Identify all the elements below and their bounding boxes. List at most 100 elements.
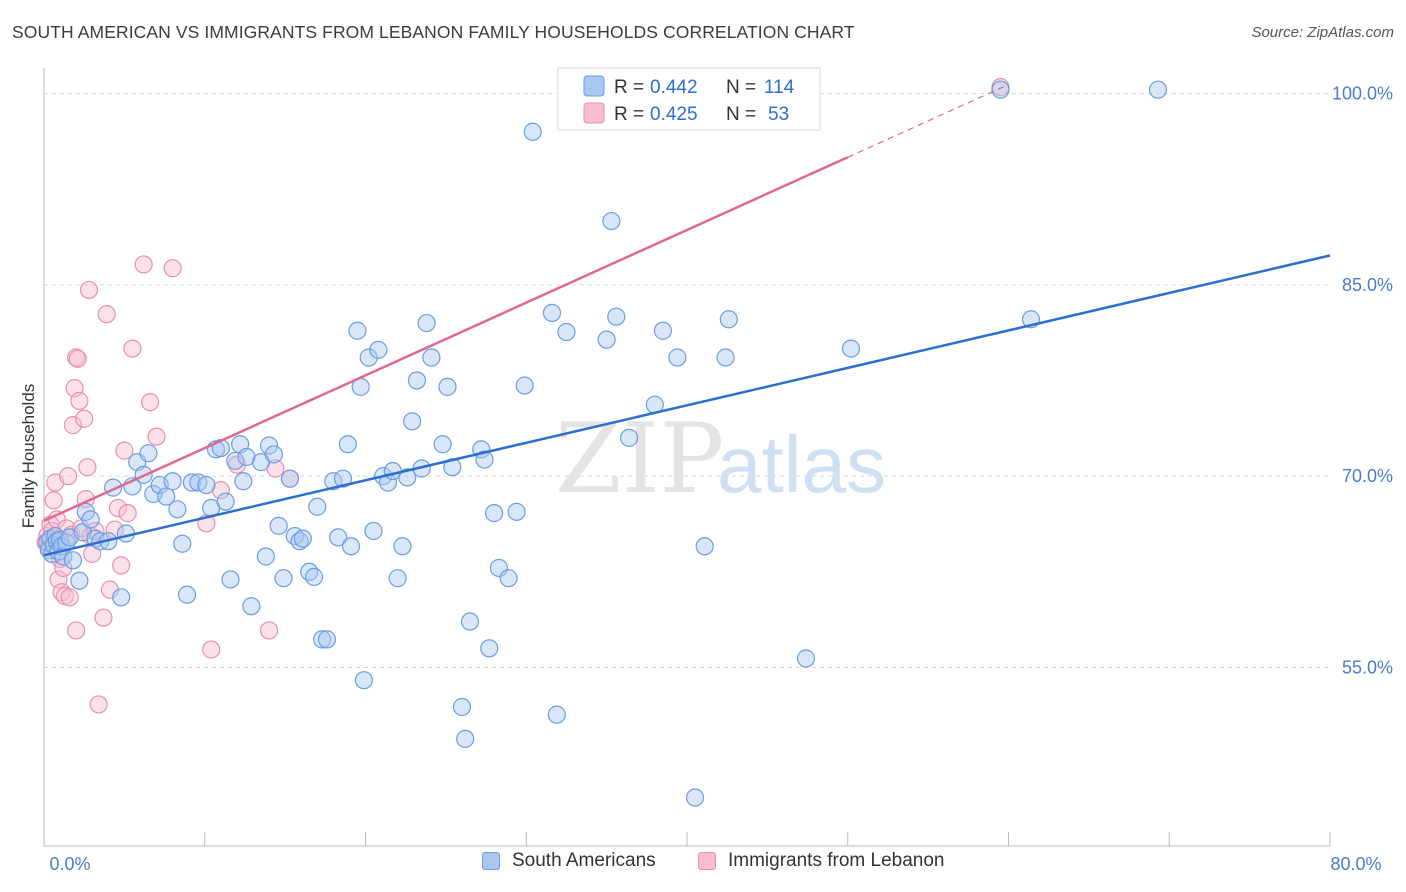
south-american-point-49 [256,547,275,566]
lebanon-point-14 [59,467,78,486]
south-american-point-47 [242,597,261,616]
legend-item-south-americans[interactable]: South Americans [482,850,656,872]
south-american-point-17 [81,510,100,529]
south-american-point-13 [63,551,83,570]
south-american-point-112 [716,348,735,367]
south-american-point-30 [157,487,176,506]
lebanon-point-15 [60,588,79,607]
lebanon-point-40 [134,255,153,274]
y-axis-label: Family Households [19,384,38,529]
south-american-point-14 [70,571,89,590]
south-american-point-72 [364,521,383,541]
legend-n-label-blue: N = [726,77,756,98]
south-american-point-103 [597,330,616,349]
series-south-americans [38,80,1168,807]
lebanon-point-32 [97,305,116,324]
south-american-point-102 [557,322,576,342]
lebanon-point-29 [86,521,105,541]
lebanon-point-46 [211,481,230,500]
south-american-point-43 [226,451,245,470]
lebanon-point-5 [44,491,63,510]
south-american-point-56 [290,532,309,551]
legend-item-immigrants-from-lebanon[interactable]: Immigrants from Lebanon [698,850,945,872]
south-american-point-94 [485,504,504,523]
south-american-point-90 [460,612,480,631]
south-american-point-61 [312,630,332,649]
lebanon-point-48 [259,621,279,640]
south-american-point-96 [499,569,518,588]
south-american-point-51 [264,445,283,464]
y-axis-tick-labels: 55.0% 70.0% 85.0% 100.0% [1332,84,1393,678]
chart-source: Source: ZipAtlas.com [1251,24,1394,41]
stats-legend: R = 0.442 N = 114 R = 0.425 N = 53 [557,67,821,131]
watermark-atlas: atlas [717,420,886,509]
south-american-point-67 [341,537,361,556]
lebanon-point-43 [163,259,182,278]
lebanon-point-37 [115,441,134,460]
south-american-point-93 [480,639,499,658]
south-american-point-64 [329,528,348,547]
south-american-point-41 [216,492,235,511]
lebanon-point-35 [108,498,128,518]
south-american-point-108 [653,321,672,340]
legend-n-value-pink: 53 [768,104,789,125]
south-american-point-85 [433,435,452,454]
south-american-point-35 [182,473,201,492]
legend-swatch-blue [583,75,605,97]
south-american-point-80 [403,412,422,431]
south-american-point-115 [841,339,861,358]
legend-n-label-pink: N = [726,104,756,125]
south-american-point-71 [359,348,378,367]
lebanon-point-51 [67,621,86,640]
south-american-point-109 [668,348,687,367]
south-american-point-89 [456,729,475,748]
south-american-point-68 [348,321,367,340]
south-american-point-59 [304,567,324,586]
south-american-point-27 [139,444,158,463]
south-american-point-111 [695,537,714,556]
south-american-point-34 [177,585,197,604]
south-american-point-113 [719,310,738,329]
trend-line-immigrants-from-lebanon [43,156,849,522]
south-american-point-73 [369,340,388,359]
south-american-point-88 [452,697,472,717]
bottom-legend: South Americans Immigrants from Lebanon [0,850,1406,880]
south-american-point-87 [443,458,462,477]
lebanon-point-39 [123,339,142,358]
south-american-point-45 [234,472,253,491]
south-american-point-60 [308,497,327,516]
south-american-point-70 [354,671,373,690]
south-american-point-77 [388,569,407,588]
south-american-point-114 [796,649,816,668]
lebanon-point-42 [147,427,166,446]
x-tick-label-max: 80.0% [1330,854,1381,874]
lebanon-point-31 [94,608,113,627]
lebanon-point-21 [70,391,89,410]
x-axis-ticks [43,832,1331,846]
lebanon-point-20 [68,349,87,368]
lebanon-point-30 [89,695,108,714]
south-american-point-104 [602,211,621,231]
south-american-point-53 [274,569,293,588]
legend-swatch-immigrants-from-lebanon [698,852,716,870]
legend-n-value-blue: 114 [764,77,795,98]
south-american-point-83 [417,313,436,333]
y-tick-label-55: 55.0% [1342,657,1393,677]
south-american-point-32 [168,500,187,519]
south-american-point-118 [1148,80,1168,99]
lebanon-point-25 [78,458,97,477]
south-american-point-84 [422,348,441,367]
legend-r-value-blue: 0.442 [650,77,698,98]
south-american-point-86 [438,377,457,396]
trend-lines [43,84,1331,557]
south-american-point-97 [507,502,526,521]
lebanon-point-17 [63,416,83,435]
south-american-point-37 [197,475,216,495]
south-american-point-31 [163,472,182,491]
south-american-point-33 [173,534,192,553]
trend-line-south-americans [43,254,1331,557]
lebanon-point-26 [79,280,99,300]
south-american-point-52 [269,516,288,535]
lebanon-point-38 [118,504,137,523]
